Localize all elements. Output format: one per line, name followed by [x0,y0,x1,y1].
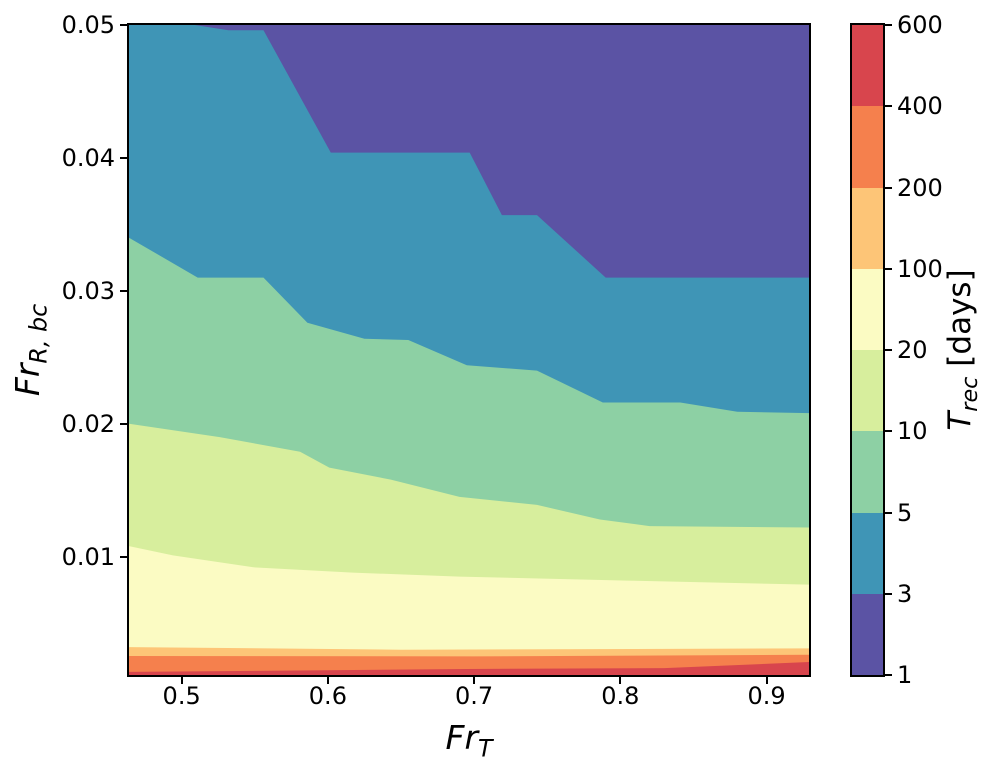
contour-svg [129,25,809,675]
colorbar-segment-1-3 [852,593,883,675]
y-axis-tick [120,24,127,26]
x-axis-label-main: Fr [445,717,479,757]
colorbar-tick-label: 400 [897,92,943,121]
colorbar-tick [885,592,892,595]
colorbar-segment-20-100 [852,268,883,350]
colorbar-tick [885,349,892,351]
colorbar-tick [885,511,892,514]
y-axis-label: FrR, bc [7,303,53,397]
y-axis-tick [120,289,127,292]
colorbar-segment-200-400 [852,106,883,188]
colorbar-segment-100-200 [852,187,883,269]
colorbar-segment-3-5 [852,512,883,594]
colorbar-tick-label: 3 [897,579,913,608]
plot-area [127,23,811,677]
colorbar-tick-label: 20 [897,336,928,364]
colorbar-label: Trec [days] [941,269,983,431]
y-tick-label: 0.01 [61,542,115,571]
colorbar-tick [885,105,892,108]
x-tick-label: 0.5 [162,682,201,710]
colorbar-tick [885,674,892,676]
colorbar-tick-label: 200 [897,173,943,202]
colorbar-tick [885,186,892,189]
colorbar [850,23,885,677]
x-axis-tick [473,677,476,684]
x-tick-label: 0.8 [601,682,640,710]
contour-band-below-20 [129,546,809,675]
y-tick-label: 0.03 [61,276,115,305]
x-tick-label: 0.9 [747,682,786,710]
y-axis-tick [120,422,127,425]
colorbar-tick-label: 600 [897,11,943,39]
colorbar-tick-label: 1 [897,661,913,689]
x-axis-label: FrT [445,721,492,761]
colorbar-tick [885,267,892,270]
x-axis-tick [326,677,329,684]
y-tick-label: 0.04 [61,143,115,172]
y-axis-tick [120,555,127,558]
x-axis-tick [619,677,622,684]
colorbar-tick-label: 5 [897,498,913,527]
colorbar-segment-5-10 [852,431,883,513]
colorbar-segment-400-600 [852,25,883,107]
x-axis-tick [180,677,183,684]
colorbar-tick [885,430,892,433]
y-axis-tick [120,156,127,159]
colorbar-label-subscript: rec [956,376,983,412]
y-tick-label: 0.05 [61,11,115,39]
x-axis-tick [765,677,768,684]
y-tick-label: 0.02 [61,409,115,438]
y-axis-label-subscript: R, bc [24,303,53,364]
x-axis-label-subscript: T [478,734,493,763]
colorbar-label-main: T [941,411,978,431]
x-tick-label: 0.6 [308,682,347,710]
contour-band-below-400 [129,662,809,675]
y-axis-label-main: Fr [7,363,47,397]
colorbar-segment-10-20 [852,350,883,432]
colorbar-tick [885,24,892,26]
colorbar-tick-label: 10 [897,417,928,446]
colorbar-label-units: [days] [941,269,978,377]
colorbar-tick-label: 100 [897,254,943,283]
x-tick-label: 0.7 [455,682,494,710]
